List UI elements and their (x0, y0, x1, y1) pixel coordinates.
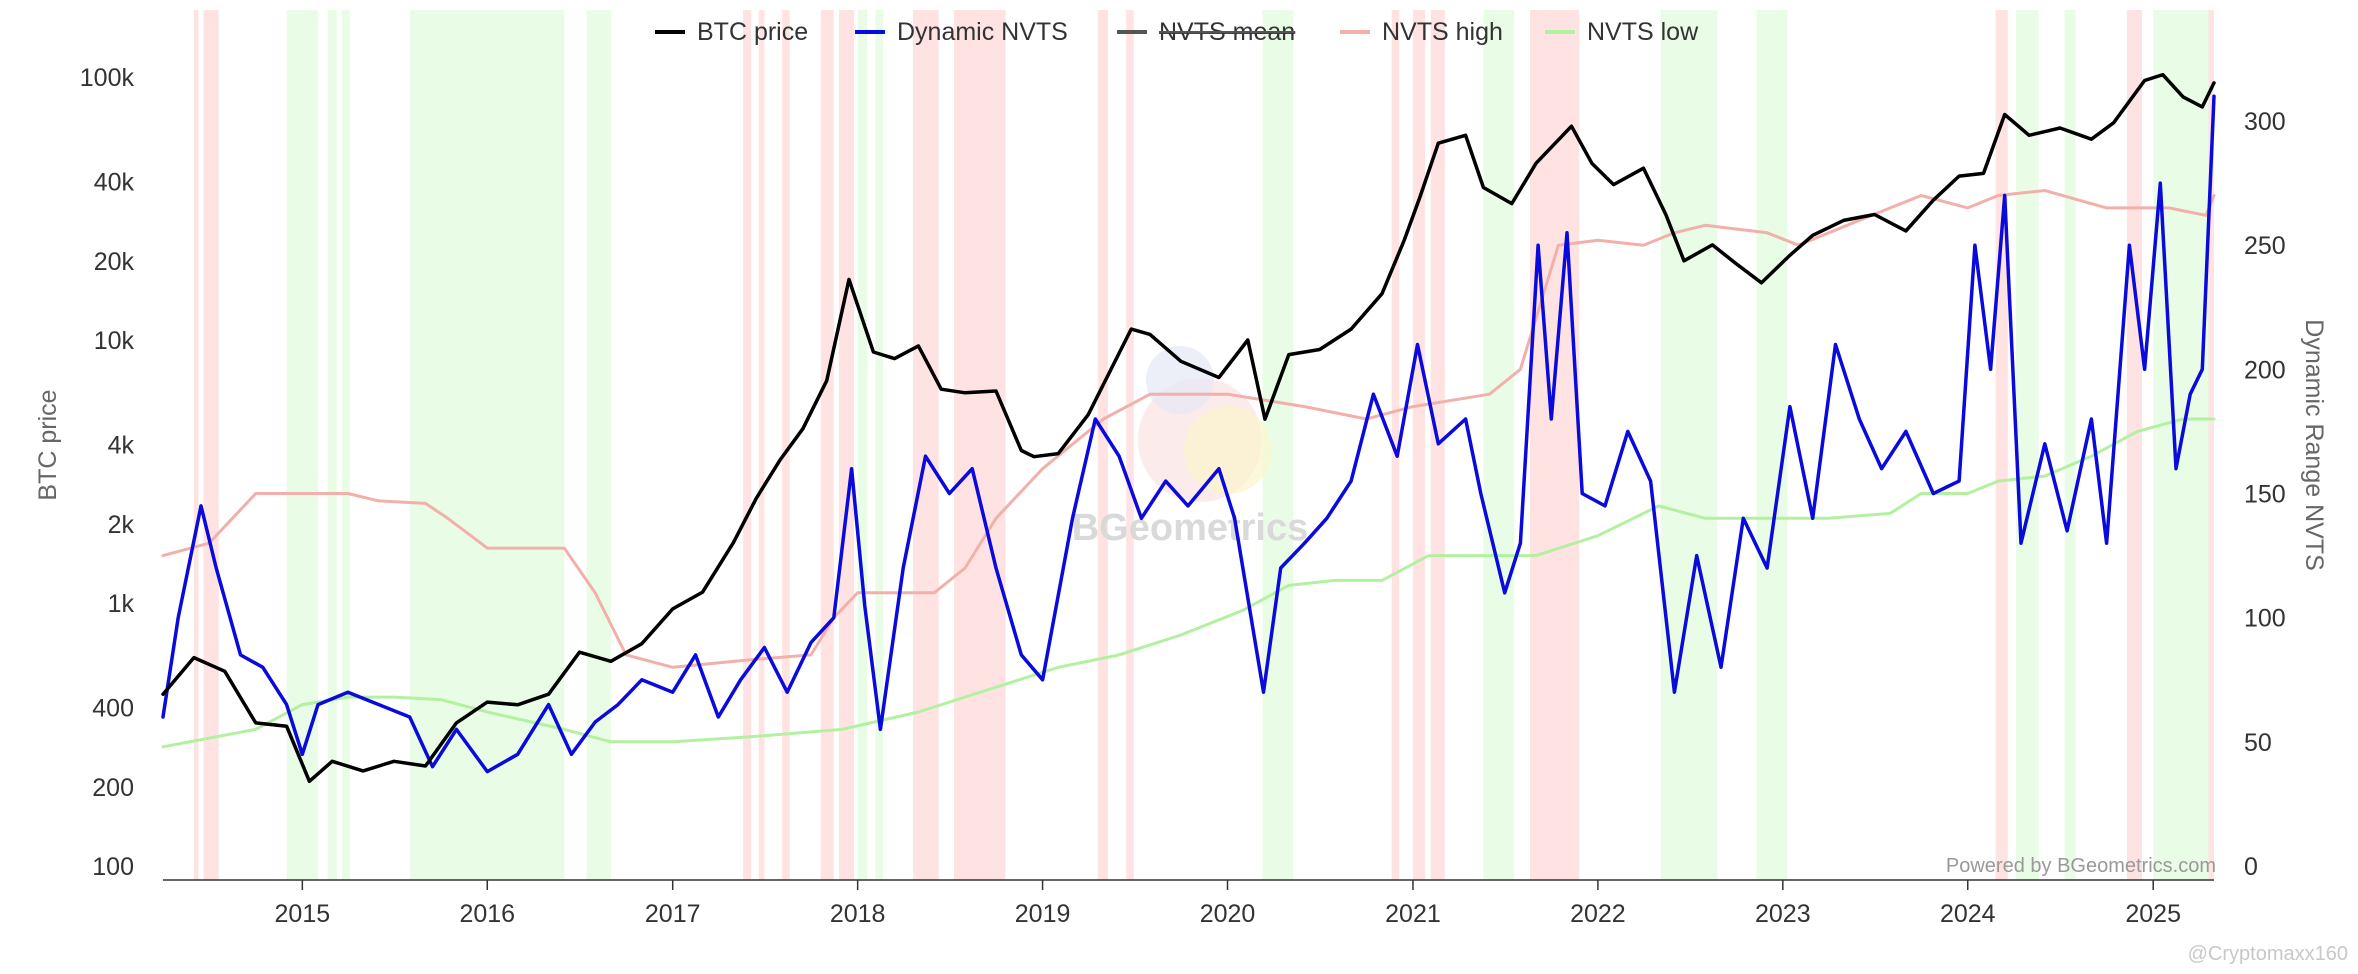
signal-band-25 (1756, 10, 1788, 880)
x-tick-label-2025: 2025 (2125, 900, 2181, 928)
x-tick-label-2024: 2024 (1940, 900, 1996, 928)
signal-band-24 (1660, 10, 1718, 880)
legend-label-nvts-high: NVTS high (1382, 18, 1503, 46)
y-right-axis-ticks: 0 50 100 150 200 250 300 (2244, 108, 2286, 881)
x-tick-label-2021: 2021 (1385, 900, 1441, 928)
y-right-axis-title: Dynamic Range NVTS (2300, 319, 2328, 570)
signal-band-13 (875, 10, 883, 880)
credit-text: Powered by BGeometrics.com (1946, 855, 2216, 877)
y-right-tick-label-300: 300 (2244, 108, 2286, 136)
series-lines (161, 72, 2216, 784)
signal-band-0 (193, 10, 199, 880)
legend-label-btc-price: BTC price (697, 18, 808, 46)
legend-item-nvts-mean[interactable]: NVTS mean (1117, 18, 1296, 46)
y-right-tick-label-50: 50 (2244, 729, 2272, 757)
signal-band-10 (820, 10, 834, 880)
signal-band-22 (1483, 10, 1515, 880)
bgeometrics-watermark: BGeometrics (1072, 346, 1309, 549)
signal-bands (193, 10, 2214, 880)
y-left-tick-label-400: 400 (92, 695, 134, 723)
footer-watermark: @Cryptomaxx160 (2188, 943, 2348, 965)
series-line-nvts-low (161, 417, 2216, 749)
signal-band-7 (743, 10, 752, 880)
signal-band-12 (857, 10, 868, 880)
y-left-tick-label-1k: 1k (108, 590, 135, 618)
x-tick-label-2020: 2020 (1200, 900, 1256, 928)
y-left-tick-label-40k: 40k (94, 169, 135, 197)
legend-item-btc-price[interactable]: BTC price (655, 18, 808, 46)
signal-band-16 (1097, 10, 1108, 880)
x-tick-label-2022: 2022 (1570, 900, 1626, 928)
signal-band-9 (782, 10, 790, 880)
y-left-tick-label-10k: 10k (94, 327, 135, 355)
watermark-logo-blue (1146, 346, 1214, 414)
signal-band-17 (1126, 10, 1134, 880)
y-left-tick-label-200: 200 (92, 774, 134, 802)
signal-band-20 (1412, 10, 1426, 880)
legend-item-nvts-high[interactable]: NVTS high (1340, 18, 1503, 46)
series-line-dynamic-nvts (161, 94, 2216, 774)
signal-band-23 (1529, 10, 1580, 880)
y-left-tick-label-2k: 2k (108, 511, 135, 539)
x-tick-label-2019: 2019 (1015, 900, 1071, 928)
y-left-tick-label-100k: 100k (80, 64, 135, 92)
x-axis-ticks: 2015 2016 2017 2018 2019 2020 2021 2022 2023 2024… (275, 880, 2181, 928)
legend: BTC price Dynamic NVTS NVTS mean NVTS high N… (655, 18, 1699, 46)
y-right-tick-label-200: 200 (2244, 356, 2286, 384)
legend-label-nvts-low: NVTS low (1587, 18, 1699, 46)
signal-band-11 (838, 10, 855, 880)
y-right-tick-label-100: 100 (2244, 605, 2286, 633)
x-tick-label-2015: 2015 (275, 900, 331, 928)
y-right-tick-label-0: 0 (2244, 853, 2258, 881)
watermark-logo-yellow (1184, 406, 1272, 494)
signal-band-1 (203, 10, 219, 880)
signal-band-5 (409, 10, 565, 880)
y-right-tick-label-150: 150 (2244, 481, 2286, 509)
x-tick-label-2016: 2016 (459, 900, 515, 928)
series-line-btc-price (161, 72, 2216, 784)
signal-band-27 (2015, 10, 2039, 880)
signal-band-28 (2064, 10, 2076, 880)
series-line-nvts-high (161, 189, 2216, 669)
signal-band-31 (2208, 10, 2214, 880)
signal-band-29 (2126, 10, 2143, 880)
signal-band-26 (1995, 10, 2008, 880)
x-tick-label-2023: 2023 (1755, 900, 1811, 928)
legend-label-dynamic-nvts: Dynamic NVTS (897, 18, 1068, 46)
signal-band-8 (758, 10, 765, 880)
y-left-axis-title: BTC price (34, 389, 62, 500)
signal-band-6 (586, 10, 611, 880)
y-right-tick-label-250: 250 (2244, 232, 2286, 260)
y-left-tick-label-100: 100 (92, 853, 134, 881)
y-left-axis-ticks: 100 200 400 1k 2k 4k 10k 20k 40k 100k (80, 64, 135, 881)
signal-band-3 (327, 10, 337, 880)
y-left-tick-label-4k: 4k (108, 432, 135, 460)
signal-band-15 (953, 10, 1006, 880)
signal-band-14 (912, 10, 939, 880)
legend-item-dynamic-nvts[interactable]: Dynamic NVTS (855, 18, 1068, 46)
signal-band-4 (341, 10, 350, 880)
y-left-tick-label-20k: 20k (94, 248, 135, 276)
watermark-text: BGeometrics (1072, 507, 1309, 549)
x-tick-label-2017: 2017 (645, 900, 701, 928)
x-tick-label-2018: 2018 (830, 900, 886, 928)
legend-item-nvts-low[interactable]: NVTS low (1545, 18, 1699, 46)
signal-band-19 (1391, 10, 1400, 880)
